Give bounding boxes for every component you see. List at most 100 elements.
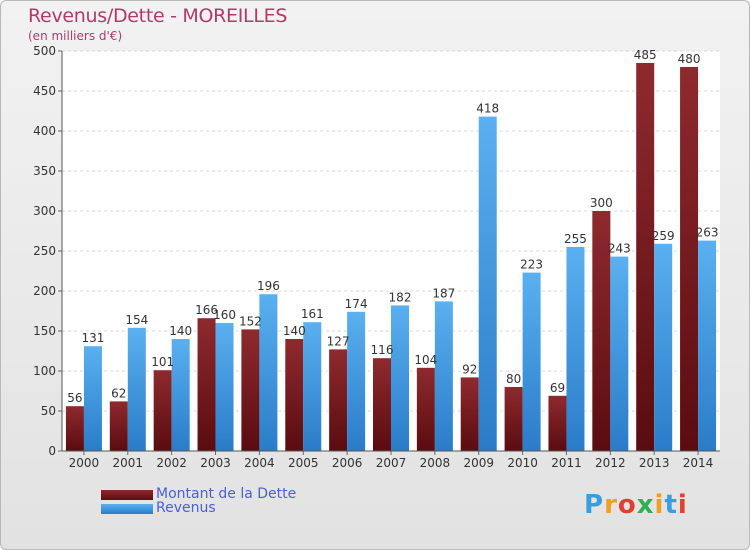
chart-title: Revenus/Dette - MOREILLES (28, 5, 288, 27)
axis-layer: 0 50 100 150 200 250 300 350 400 450 500 2000 2001 20… (33, 44, 720, 470)
y-tick-label: 50 (41, 404, 56, 418)
bar-revenus-2008 (434, 301, 453, 451)
data-label-revenus-2012: 243 (608, 242, 631, 256)
chart-subtitle: (en milliers d'€) (28, 29, 123, 43)
data-label-debt-2010: 80 (506, 372, 521, 386)
data-label-debt-2000: 56 (67, 391, 82, 405)
logo-letter: x (636, 490, 655, 520)
bar-debt-2005 (285, 339, 304, 451)
bar-revenus-2011 (566, 247, 585, 451)
legend-label-revenus: Revenus (156, 500, 216, 516)
x-tick-label-2004: 2004 (244, 456, 275, 470)
logo-letter: t (664, 490, 678, 520)
bar-revenus-2009 (478, 116, 497, 451)
x-tick-label-2014: 2014 (683, 456, 714, 470)
data-label-debt-2003: 166 (195, 303, 218, 317)
bar-revenus-2013 (654, 243, 673, 451)
bar-revenus-2003 (215, 323, 234, 451)
data-label-debt-2011: 69 (550, 381, 565, 395)
data-label-debt-2004: 152 (239, 314, 262, 328)
data-label-debt-2005: 140 (283, 324, 306, 338)
x-tick-label-2006: 2006 (332, 456, 363, 470)
data-label-revenus-2011: 255 (564, 232, 587, 246)
bar-revenus-2006 (347, 311, 366, 451)
bar-revenus-2010 (522, 272, 541, 451)
bar-debt-2010 (504, 387, 523, 451)
bar-debt-2011 (548, 395, 567, 451)
y-tick-label: 0 (48, 444, 56, 458)
bar-revenus-2000 (83, 346, 102, 451)
bar-revenus-2004 (259, 294, 278, 451)
x-tick-label-2011: 2011 (551, 456, 582, 470)
logo-letter: o (617, 490, 637, 520)
bar-debt-2004 (241, 329, 260, 451)
legend-swatch-debt (101, 490, 153, 500)
bar-debt-2014 (680, 67, 699, 451)
bar-debt-2003 (197, 318, 216, 451)
y-tick-label: 450 (33, 84, 56, 98)
x-tick-label-2009: 2009 (463, 456, 494, 470)
x-tick-label-2007: 2007 (376, 456, 407, 470)
bar-debt-2000 (65, 406, 84, 451)
x-tick-label-2008: 2008 (420, 456, 451, 470)
y-tick-label: 250 (33, 244, 56, 258)
data-label-revenus-2010: 223 (520, 258, 543, 272)
proxiti-logo: Proxiti (584, 490, 688, 520)
bar-revenus-2012 (610, 256, 629, 451)
logo-letter: r (604, 490, 618, 520)
y-tick-label: 300 (33, 204, 56, 218)
bar-debt-2008 (416, 367, 435, 451)
y-tick-label: 350 (33, 164, 56, 178)
logo-letter: P (584, 490, 605, 520)
x-tick-label-2003: 2003 (200, 456, 231, 470)
data-label-debt-2008: 104 (414, 353, 437, 367)
data-label-debt-2002: 101 (151, 355, 174, 369)
data-label-debt-2007: 116 (371, 343, 394, 357)
data-label-revenus-2014: 263 (696, 226, 719, 240)
bar-debt-2012 (592, 211, 611, 451)
data-label-revenus-2007: 182 (389, 290, 412, 304)
data-label-revenus-2008: 187 (432, 286, 455, 300)
data-label-revenus-2013: 259 (652, 229, 675, 243)
data-label-debt-2012: 300 (590, 196, 613, 210)
data-label-revenus-2002: 140 (169, 324, 192, 338)
bar-debt-2006 (329, 349, 348, 451)
legend-swatch-revenus (101, 504, 153, 514)
data-label-revenus-2006: 174 (345, 297, 368, 311)
bar-revenus-2002 (171, 339, 190, 451)
y-tick-label: 500 (33, 44, 56, 58)
x-tick-label-2005: 2005 (288, 456, 319, 470)
data-label-debt-2013: 485 (634, 48, 657, 62)
logo-letter: i (677, 490, 688, 520)
x-tick-label-2013: 2013 (639, 456, 670, 470)
data-label-revenus-2000: 131 (81, 331, 104, 345)
x-tick-label-2010: 2010 (507, 456, 538, 470)
data-label-debt-2009: 92 (462, 362, 477, 376)
data-label-revenus-2009: 418 (476, 102, 499, 116)
x-tick-label-2000: 2000 (69, 456, 100, 470)
data-label-debt-2014: 480 (678, 52, 701, 66)
bar-debt-2009 (460, 377, 479, 451)
data-label-revenus-2004: 196 (257, 279, 280, 293)
bar-revenus-2005 (303, 322, 322, 451)
x-tick-label-2001: 2001 (113, 456, 144, 470)
bar-revenus-2007 (391, 305, 409, 451)
data-label-debt-2006: 127 (327, 334, 350, 348)
y-tick-label: 200 (33, 284, 56, 298)
bar-debt-2002 (153, 370, 172, 451)
y-tick-label: 150 (33, 324, 56, 338)
bar-debt-2007 (373, 358, 391, 451)
legend-label-debt: Montant de la Dette (156, 486, 297, 502)
bar-debt-2001 (109, 401, 128, 451)
x-tick-label-2002: 2002 (156, 456, 187, 470)
bar-revenus-2001 (127, 327, 146, 451)
data-label-revenus-2003: 160 (213, 308, 236, 322)
bar-debt-2013 (636, 63, 655, 451)
bar-revenus-2014 (698, 240, 717, 451)
data-label-revenus-2005: 161 (301, 307, 324, 321)
y-tick-label: 400 (33, 124, 56, 138)
data-label-revenus-2001: 154 (125, 313, 148, 327)
logo-letter: i (654, 490, 665, 520)
